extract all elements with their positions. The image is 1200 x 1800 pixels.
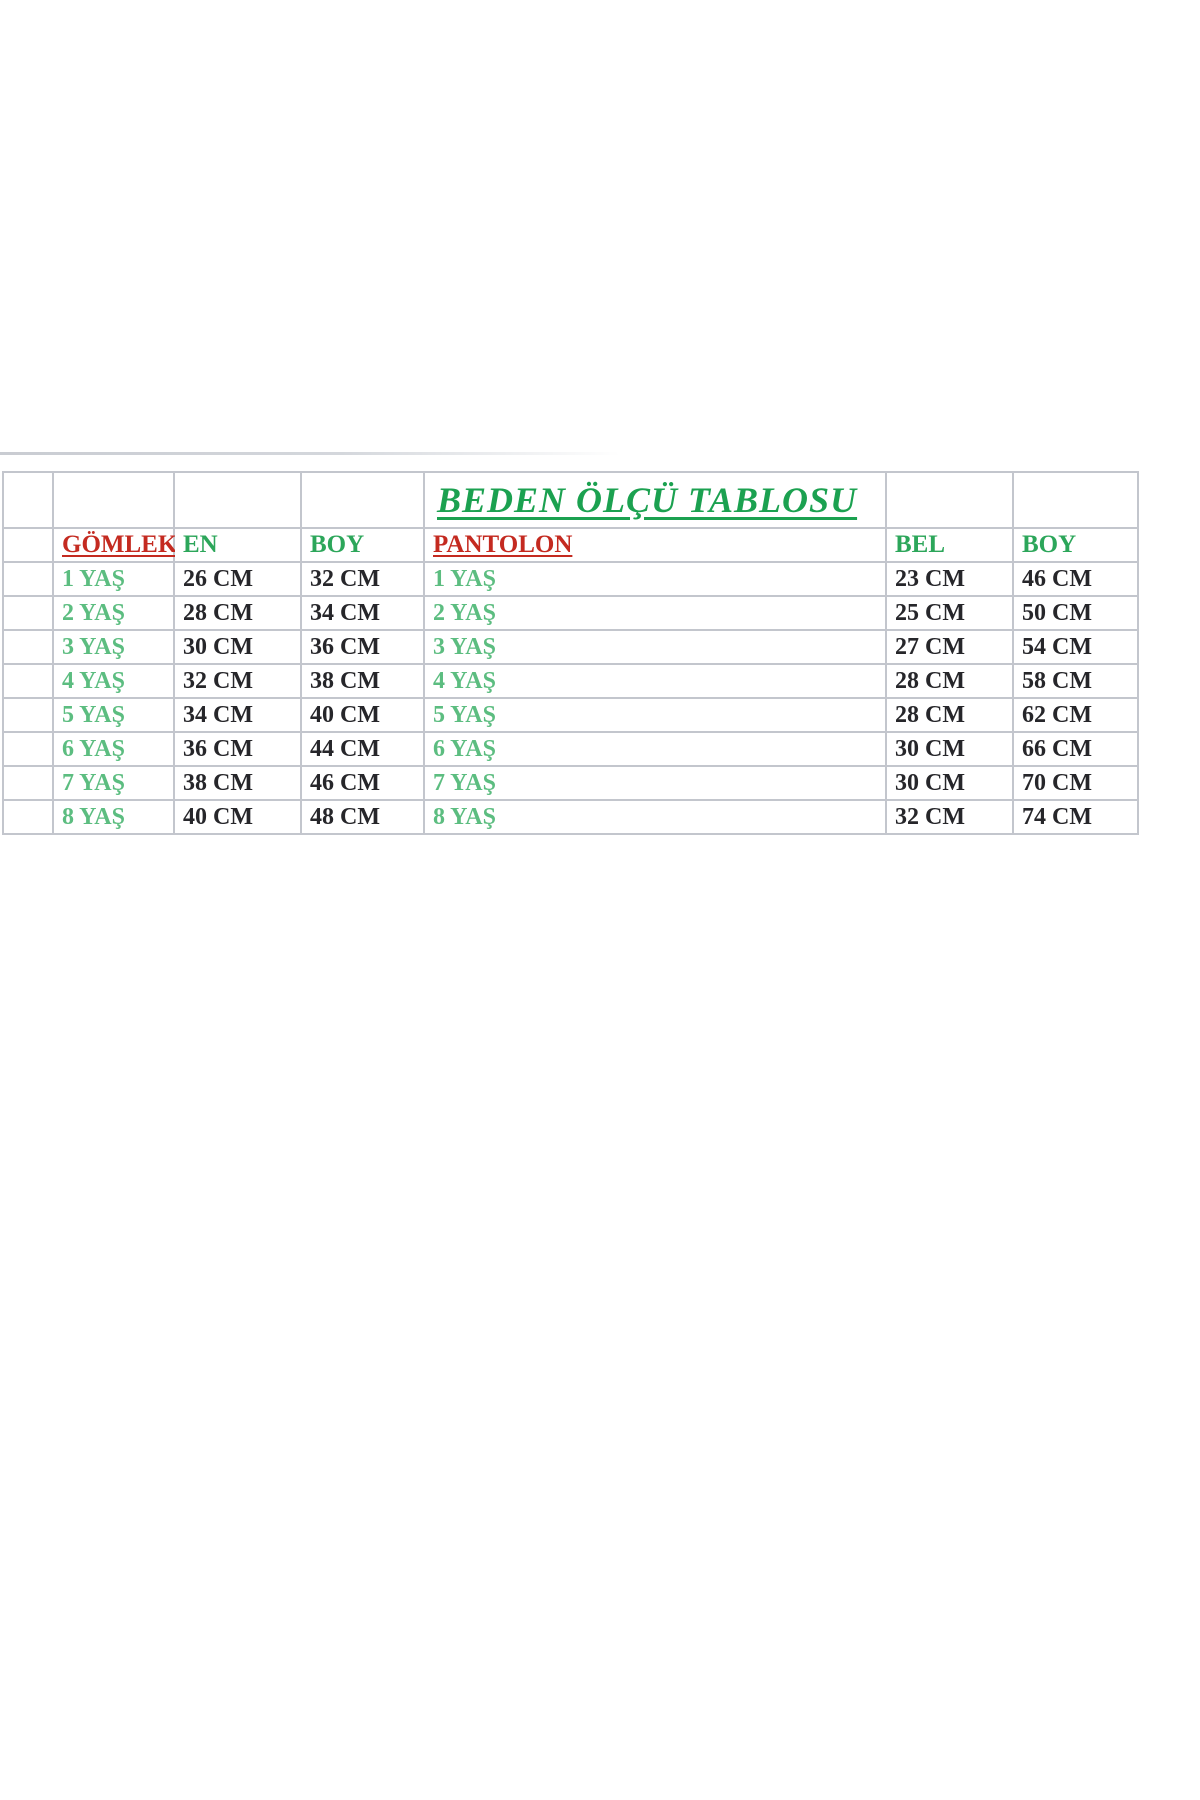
- empty-cell: [1014, 473, 1139, 529]
- empty-cell: [4, 733, 54, 767]
- empty-cell: [54, 473, 175, 529]
- empty-cell: [175, 473, 302, 529]
- pants-waist-header: BEL: [887, 529, 1014, 563]
- shirt-length-cell: 40 CM: [302, 699, 425, 733]
- table-title: BEDEN ÖLÇÜ TABLOSU: [425, 473, 887, 529]
- pants-waist-cell: 30 CM: [887, 733, 1014, 767]
- scan-artifact-line: [0, 452, 620, 455]
- pants-length-header: BOY: [1014, 529, 1139, 563]
- shirt-width-cell: 32 CM: [175, 665, 302, 699]
- empty-cell: [4, 767, 54, 801]
- pants-length-cell: 74 CM: [1014, 801, 1139, 835]
- pants-waist-cell: 30 CM: [887, 767, 1014, 801]
- shirt-header: GÖMLEK: [54, 529, 177, 563]
- empty-cell: [4, 665, 54, 699]
- pants-length-cell: 54 CM: [1014, 631, 1139, 665]
- shirt-width-header: EN: [175, 529, 302, 563]
- empty-cell: [4, 801, 54, 835]
- pants-age-cell: 6 YAŞ: [425, 733, 887, 767]
- shirt-width-cell: 30 CM: [175, 631, 302, 665]
- pants-age-cell: 2 YAŞ: [425, 597, 887, 631]
- shirt-age-cell: 1 YAŞ: [54, 563, 175, 597]
- shirt-width-cell: 38 CM: [175, 767, 302, 801]
- pants-age-cell: 3 YAŞ: [425, 631, 887, 665]
- shirt-age-cell: 3 YAŞ: [54, 631, 175, 665]
- shirt-width-cell: 36 CM: [175, 733, 302, 767]
- shirt-age-cell: 4 YAŞ: [54, 665, 175, 699]
- pants-waist-cell: 28 CM: [887, 665, 1014, 699]
- shirt-length-cell: 48 CM: [302, 801, 425, 835]
- pants-age-cell: 8 YAŞ: [425, 801, 887, 835]
- empty-cell: [887, 473, 1014, 529]
- shirt-length-cell: 44 CM: [302, 733, 425, 767]
- empty-cell: [4, 529, 54, 563]
- empty-cell: [4, 563, 54, 597]
- pants-length-cell: 62 CM: [1014, 699, 1139, 733]
- shirt-length-cell: 32 CM: [302, 563, 425, 597]
- shirt-length-cell: 38 CM: [302, 665, 425, 699]
- shirt-width-cell: 34 CM: [175, 699, 302, 733]
- pants-waist-cell: 28 CM: [887, 699, 1014, 733]
- shirt-age-cell: 6 YAŞ: [54, 733, 175, 767]
- empty-cell: [302, 473, 425, 529]
- pants-length-cell: 70 CM: [1014, 767, 1139, 801]
- pants-length-cell: 58 CM: [1014, 665, 1139, 699]
- empty-cell: [4, 473, 54, 529]
- pants-age-cell: 5 YAŞ: [425, 699, 887, 733]
- pants-waist-cell: 23 CM: [887, 563, 1014, 597]
- pants-waist-cell: 25 CM: [887, 597, 1014, 631]
- shirt-width-cell: 28 CM: [175, 597, 302, 631]
- pants-length-cell: 50 CM: [1014, 597, 1139, 631]
- shirt-width-cell: 26 CM: [175, 563, 302, 597]
- pants-waist-cell: 32 CM: [887, 801, 1014, 835]
- pants-age-cell: 7 YAŞ: [425, 767, 887, 801]
- size-chart-table: BEDEN ÖLÇÜ TABLOSU GÖMLEK EN BOY PANTOLO…: [2, 471, 1139, 835]
- empty-cell: [4, 631, 54, 665]
- empty-cell: [4, 597, 54, 631]
- shirt-width-cell: 40 CM: [175, 801, 302, 835]
- pants-header: PANTOLON: [425, 529, 887, 563]
- empty-cell: [4, 699, 54, 733]
- shirt-length-cell: 46 CM: [302, 767, 425, 801]
- shirt-age-cell: 5 YAŞ: [54, 699, 175, 733]
- pants-age-cell: 4 YAŞ: [425, 665, 887, 699]
- shirt-age-cell: 7 YAŞ: [54, 767, 175, 801]
- shirt-age-cell: 8 YAŞ: [54, 801, 175, 835]
- pants-waist-cell: 27 CM: [887, 631, 1014, 665]
- pants-length-cell: 66 CM: [1014, 733, 1139, 767]
- shirt-length-header: BOY: [302, 529, 425, 563]
- pants-length-cell: 46 CM: [1014, 563, 1139, 597]
- shirt-length-cell: 34 CM: [302, 597, 425, 631]
- pants-age-cell: 1 YAŞ: [425, 563, 887, 597]
- shirt-length-cell: 36 CM: [302, 631, 425, 665]
- shirt-age-cell: 2 YAŞ: [54, 597, 175, 631]
